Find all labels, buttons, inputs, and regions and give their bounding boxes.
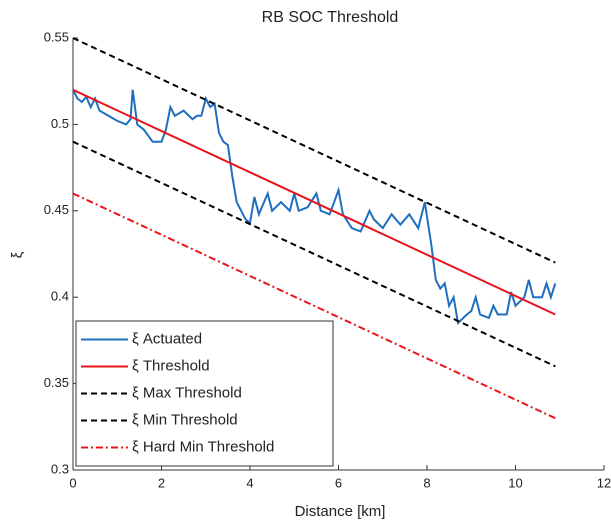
x-tick-label: 4 [246,475,253,490]
x-tick-label: 0 [69,475,76,490]
legend-label: ξ Hard Min Threshold [132,438,274,455]
y-tick-label: 0.55 [44,29,69,44]
y-tick-label: 0.45 [44,202,69,217]
y-tick-label: 0.4 [51,289,69,304]
y-tick-label: 0.5 [51,116,69,131]
series-line [72,37,556,264]
x-tick-label: 2 [158,475,165,490]
series-line [72,140,556,368]
x-axis-label: Distance [km] [295,503,386,520]
series-line [72,88,556,316]
series-line [72,89,557,326]
y-tick-label: 0.35 [44,375,69,390]
y-tick-label: 0.3 [51,461,69,476]
legend-label: ξ Min Threshold [132,411,238,428]
chart-title: RB SOC Threshold [262,9,399,26]
legend-label: ξ Threshold [132,357,210,374]
x-tick-label: 8 [423,475,430,490]
series-line [72,192,556,420]
x-tick-label: 12 [597,475,611,490]
x-tick-label: 6 [335,475,342,490]
legend-box [75,320,334,467]
legend-label: ξ Max Threshold [132,384,242,401]
legend-label: ξ Actuated [132,330,202,347]
y-axis-label: ξ [9,251,26,258]
x-tick-label: 10 [508,475,522,490]
